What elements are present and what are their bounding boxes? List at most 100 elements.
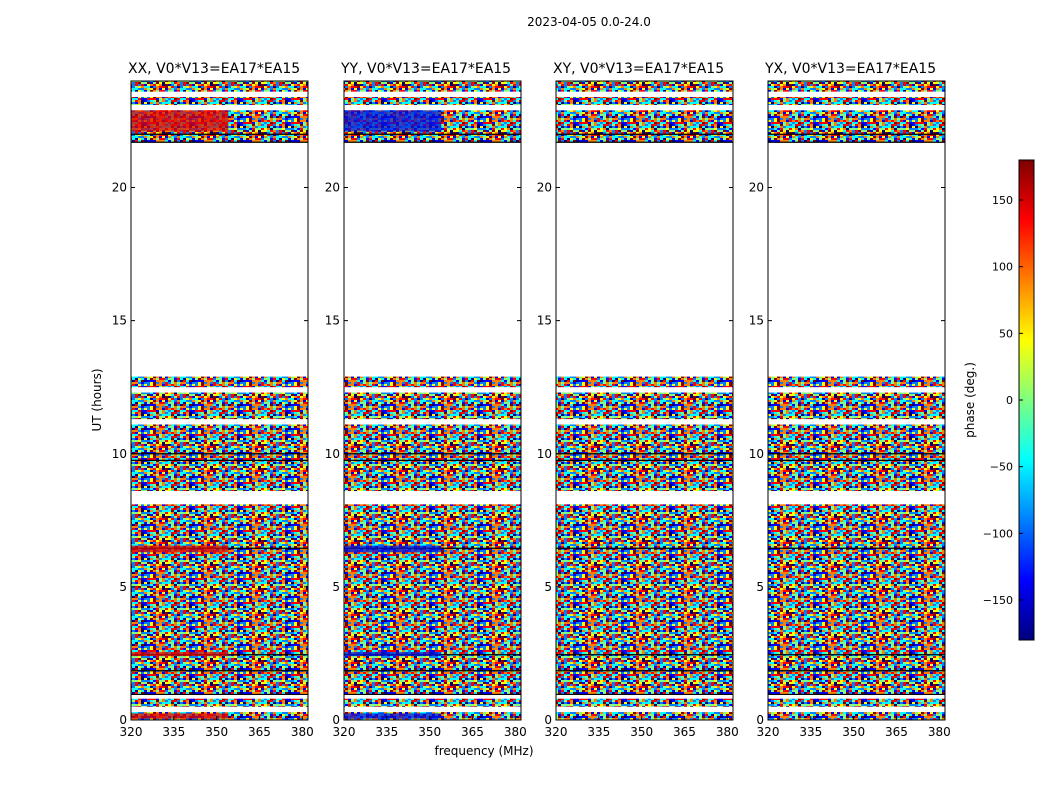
x-tick-label: 320 <box>120 725 143 739</box>
axes-frame <box>130 80 309 721</box>
flagged-gap <box>131 491 308 505</box>
panel-title: XY, V0*V13=EA17*EA15 <box>553 61 724 77</box>
x-tick-label: 365 <box>885 725 908 739</box>
axes-frame <box>343 80 522 721</box>
flagged-gap <box>131 142 308 377</box>
flagged-gap <box>344 706 521 713</box>
x-tick-label: 350 <box>418 725 441 739</box>
flagged-gap <box>344 694 521 699</box>
phase-streak <box>131 652 229 657</box>
flagged-gap <box>131 104 308 111</box>
colorbar-tick-label: 50 <box>999 327 1013 340</box>
x-tick-label: 320 <box>757 725 780 739</box>
flagged-gap <box>344 387 521 393</box>
flagged-gap <box>768 694 945 699</box>
flagged-gap <box>344 142 521 377</box>
flagged-gap <box>344 91 521 97</box>
x-tick-label: 380 <box>928 725 951 739</box>
x-tick-label: 335 <box>162 725 185 739</box>
y-tick-label: 0 <box>332 713 340 727</box>
y-tick-label: 20 <box>749 181 764 195</box>
flagged-gap <box>556 419 733 425</box>
flagged-gap <box>556 104 733 111</box>
figure-suptitle: 2023-04-05 0.0-24.0 <box>527 15 651 29</box>
phase-streak <box>131 545 229 553</box>
x-tick-label: 350 <box>205 725 228 739</box>
x-axis-label: frequency (MHz) <box>434 744 533 758</box>
y-axis-label: UT (hours) <box>90 368 104 431</box>
phase-streak <box>344 652 442 657</box>
panel-title: YY, V0*V13=EA17*EA15 <box>340 61 511 77</box>
phase-streak <box>344 545 442 553</box>
flagged-gap <box>768 387 945 393</box>
x-tick-label: 380 <box>291 725 314 739</box>
flagged-gap <box>344 104 521 111</box>
phase-streak <box>131 110 229 132</box>
x-tick-label: 365 <box>248 725 271 739</box>
colorbar-tick-label: −50 <box>990 461 1013 474</box>
phase-streak <box>344 713 442 719</box>
panel-title: YX, V0*V13=EA17*EA15 <box>764 61 936 77</box>
colorbar-tick-label: 0 <box>1006 394 1013 407</box>
phase-streak <box>131 713 229 719</box>
x-tick-label: 320 <box>333 725 356 739</box>
x-tick-label: 320 <box>545 725 568 739</box>
y-tick-label: 0 <box>756 713 764 727</box>
panel-title: XX, V0*V13=EA17*EA15 <box>128 61 300 77</box>
panel-xx: XX, V0*V13=EA17*EA15 320 335 350 365 380 0 5 10 1… <box>112 61 314 739</box>
y-tick-label: 15 <box>749 314 764 328</box>
heatmap-band <box>768 81 945 143</box>
panel-yy: YY, V0*V13=EA17*EA15 320 335 350 365 380 0 5 10 1… <box>325 61 527 739</box>
y-tick-label: 15 <box>537 314 552 328</box>
flagged-gap <box>131 419 308 425</box>
y-tick-label: 10 <box>749 447 764 461</box>
x-tick-label: 365 <box>673 725 696 739</box>
y-tick-label: 5 <box>756 580 764 594</box>
x-tick-label: 350 <box>842 725 865 739</box>
colorbar-tick-label: 100 <box>992 261 1013 274</box>
x-tick-label: 335 <box>375 725 398 739</box>
flagged-gap <box>131 694 308 699</box>
axes-frame <box>767 80 946 721</box>
flagged-gap <box>768 91 945 97</box>
y-tick-label: 20 <box>325 181 340 195</box>
y-tick-label: 15 <box>325 314 340 328</box>
x-tick-label: 350 <box>630 725 653 739</box>
flagged-gap <box>556 387 733 393</box>
flagged-gap <box>556 142 733 377</box>
y-tick-label: 5 <box>119 580 127 594</box>
axes-frame <box>555 80 734 721</box>
colorbar-tick-label: −100 <box>983 527 1013 540</box>
y-tick-label: 0 <box>119 713 127 727</box>
flagged-gap <box>131 706 308 713</box>
colorbar-label: phase (deg.) <box>963 362 977 438</box>
flagged-gap <box>768 706 945 713</box>
flagged-gap <box>556 491 733 505</box>
flagged-gap <box>768 142 945 377</box>
panel-xy: XY, V0*V13=EA17*EA15 320 335 350 365 380 0 5 10 1… <box>537 61 739 739</box>
flagged-gap <box>768 491 945 505</box>
panel-yx: YX, V0*V13=EA17*EA15 320 335 350 365 380 0 5 10 1… <box>749 61 951 739</box>
phase-streak <box>344 110 442 132</box>
heatmap-band <box>556 81 733 143</box>
flagged-gap <box>344 419 521 425</box>
panels-group: XX, V0*V13=EA17*EA15 320 335 350 365 380 0 5 10 1… <box>112 61 951 739</box>
flagged-gap <box>131 91 308 97</box>
y-tick-label: 0 <box>544 713 552 727</box>
flagged-gap <box>768 104 945 111</box>
y-tick-label: 5 <box>332 580 340 594</box>
x-tick-label: 380 <box>716 725 739 739</box>
x-tick-label: 365 <box>461 725 484 739</box>
x-tick-label: 335 <box>587 725 610 739</box>
y-tick-label: 15 <box>112 314 127 328</box>
flagged-gap <box>556 694 733 699</box>
y-tick-label: 10 <box>537 447 552 461</box>
colorbar-tick-label: −150 <box>983 594 1013 607</box>
flagged-gap <box>768 419 945 425</box>
y-tick-label: 5 <box>544 580 552 594</box>
flagged-gap <box>344 491 521 505</box>
x-tick-label: 335 <box>799 725 822 739</box>
y-tick-label: 20 <box>537 181 552 195</box>
flagged-gap <box>556 706 733 713</box>
